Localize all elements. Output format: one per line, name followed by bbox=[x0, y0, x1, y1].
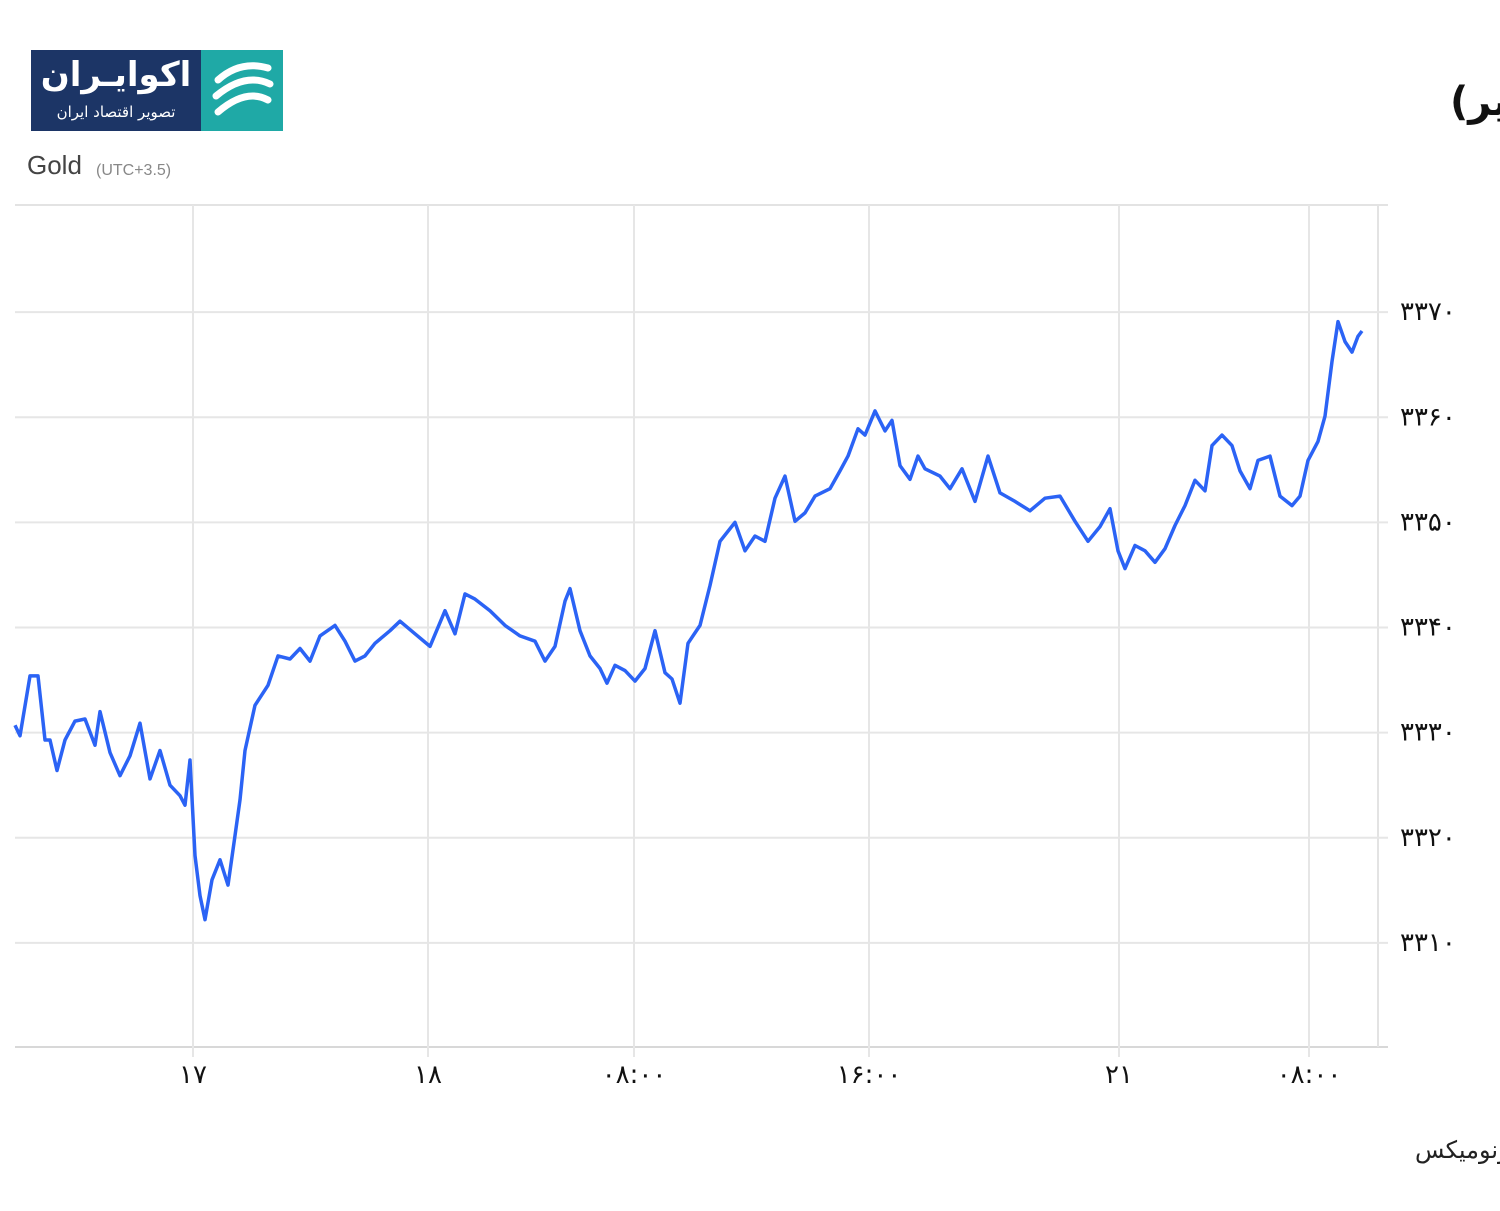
series-name: Gold bbox=[27, 150, 82, 180]
x-tick-label: ۰۸:۰۰ bbox=[602, 1060, 667, 1090]
chart-subtitle: (UTC+3.5) bbox=[96, 162, 171, 179]
x-tick-label: ۱۸ bbox=[414, 1060, 442, 1090]
logo-tagline: تصویر اقتصاد ایران bbox=[57, 103, 176, 121]
logo-icon-box bbox=[201, 50, 283, 131]
y-tick-label: ۳۳۵۰ bbox=[1400, 507, 1456, 537]
chart-title: روند طلای جهانی (۳۰تیر) bbox=[1450, 79, 1500, 125]
y-tick-label: ۳۳۴۰ bbox=[1400, 613, 1456, 643]
y-tick-label: ۳۳۲۰ bbox=[1400, 823, 1456, 853]
x-tick-label: ۰۸:۰۰ bbox=[1277, 1060, 1342, 1090]
source-note: منبع: تریدینگ اکونومیکس bbox=[1415, 1136, 1500, 1164]
y-tick-label: ۳۳۳۰ bbox=[1400, 718, 1456, 748]
logo-name: اکوایـران bbox=[41, 55, 192, 95]
x-tick-label: ۱۶:۰۰ bbox=[837, 1060, 902, 1090]
y-tick-label: ۳۳۶۰ bbox=[1400, 402, 1456, 432]
y-tick-label: ۳۳۷۰ bbox=[1400, 297, 1456, 327]
y-tick-label: ۳۳۱۰ bbox=[1400, 928, 1456, 958]
x-tick-label: ۲۱ bbox=[1105, 1060, 1133, 1090]
price-line bbox=[13, 319, 1364, 922]
x-tick-label: ۱۷ bbox=[179, 1060, 207, 1090]
logo-icon bbox=[212, 62, 274, 116]
logo-box bbox=[31, 50, 201, 131]
